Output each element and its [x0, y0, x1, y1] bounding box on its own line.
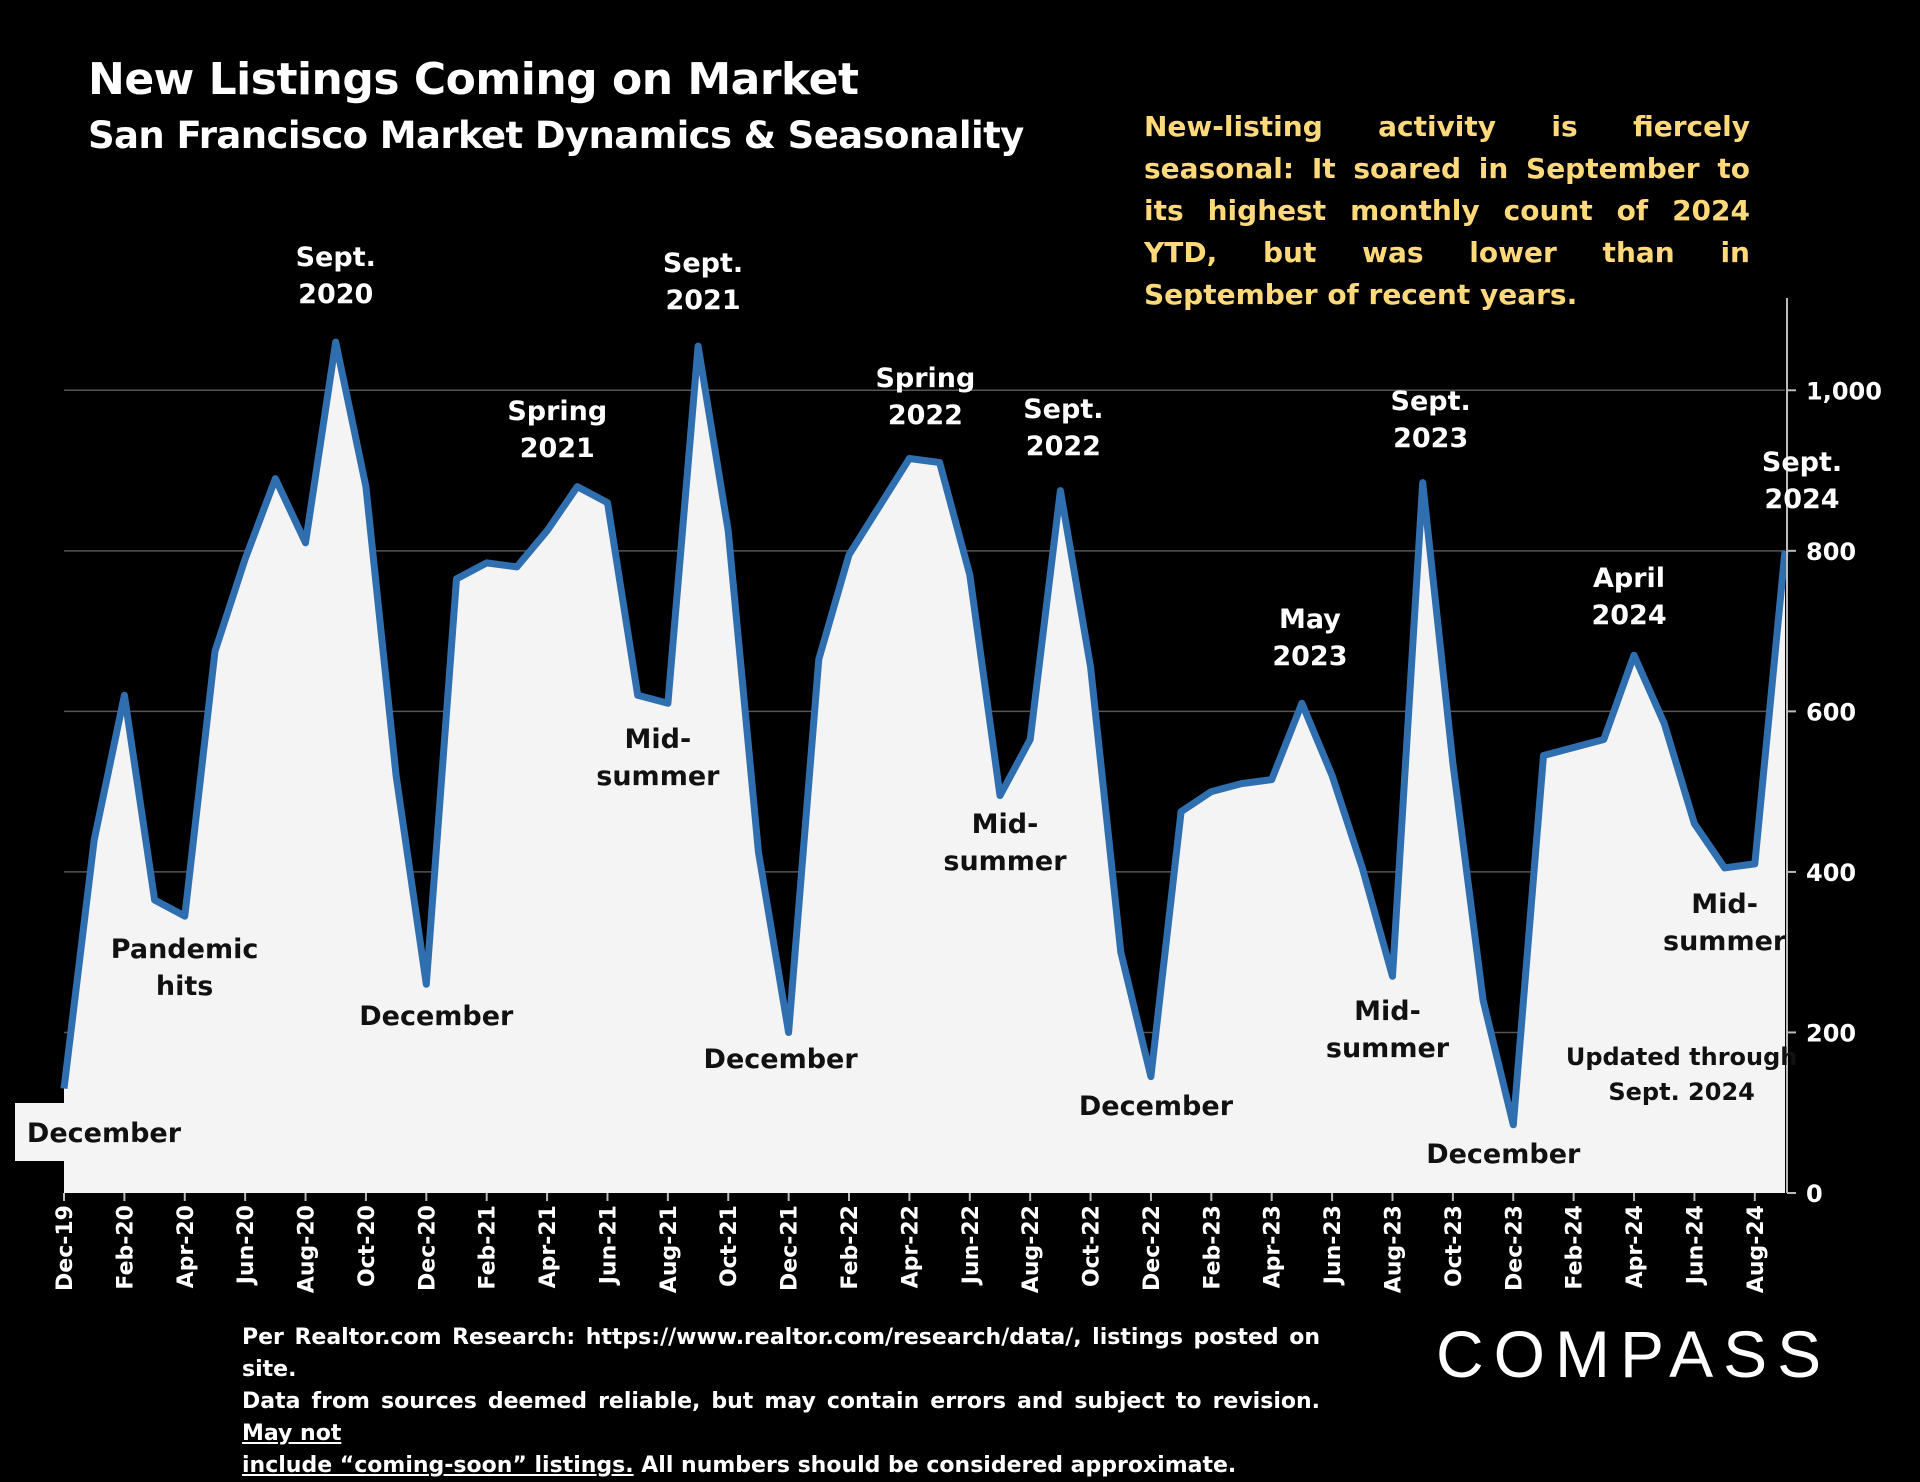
annotation-label: 2021	[520, 433, 595, 464]
x-tick-label: Aug-24	[1744, 1205, 1769, 1293]
x-tick-label: Jun-23	[1321, 1205, 1346, 1286]
x-tick-label: Dec-22	[1140, 1205, 1165, 1291]
annotation-label: December	[1079, 1091, 1234, 1122]
x-tick-label: Feb-22	[838, 1205, 863, 1290]
annotation-label: 2023	[1272, 641, 1347, 672]
annotation-label: 2021	[665, 285, 740, 316]
footnote-line-2-underlined: May not	[242, 1421, 342, 1446]
annotation-label: summer	[1663, 926, 1787, 957]
y-tick-label: 600	[1806, 698, 1856, 726]
x-tick-label: Feb-21	[476, 1205, 501, 1290]
footnote-line-2: Data from sources deemed reliable, but m…	[242, 1389, 1320, 1414]
annotation-label: 2020	[298, 279, 373, 310]
annotations: December Pandemic hits Sept. 2020 December Spr…	[15, 242, 1842, 1170]
x-tick-label: Aug-23	[1381, 1205, 1406, 1293]
annotation-label: 2024	[1591, 600, 1666, 631]
footnote-line-3: All numbers should be considered approxi…	[641, 1453, 1237, 1478]
annotation-label: Mid-	[1691, 889, 1758, 920]
area-chart: 0 200 400 600 800 1,000 Dec-19 Feb-20 Apr-20 Jun…	[15, 242, 1882, 1293]
x-tick-label: Apr-23	[1261, 1205, 1286, 1288]
annotation-label: Sept.	[1023, 394, 1103, 425]
annotation-label: 2024	[1764, 484, 1839, 515]
x-tick-label: Feb-23	[1200, 1205, 1225, 1290]
annotation-label: Sept.	[663, 248, 743, 279]
x-tick-label: Oct-22	[1080, 1205, 1105, 1287]
x-axis-ticks: Dec-19 Feb-20 Apr-20 Jun-20 Aug-20 Oct-20 Dec-…	[53, 1193, 1769, 1293]
x-tick-label: Jun-24	[1683, 1205, 1708, 1286]
annotation-label: 2023	[1393, 423, 1468, 454]
annotation-label: April	[1593, 563, 1665, 594]
x-tick-label: Jun-22	[959, 1205, 984, 1286]
x-tick-label: Apr-21	[536, 1205, 561, 1288]
x-tick-label: Aug-21	[657, 1205, 682, 1293]
y-tick-label: 1,000	[1806, 377, 1882, 405]
annotation-label: Sept. 2024	[1608, 1078, 1754, 1106]
annotation-label: Mid-	[972, 809, 1039, 840]
x-tick-label: Feb-24	[1563, 1205, 1588, 1290]
annotation-label: May	[1279, 604, 1341, 635]
x-tick-label: Aug-22	[1019, 1205, 1044, 1293]
footnote-line-1: Per Realtor.com Research: https://www.re…	[242, 1325, 1320, 1382]
annotation-label: 2022	[888, 400, 963, 431]
chart-subtitle: San Francisco Market Dynamics & Seasonal…	[88, 114, 1024, 157]
y-axis-ticks: 0 200 400 600 800 1,000	[1787, 377, 1882, 1208]
annotation-label: Mid-	[1354, 996, 1421, 1027]
x-tick-label: Dec-19	[53, 1205, 78, 1291]
annotation-label: Updated through	[1566, 1043, 1798, 1071]
annotation-label: Pandemic	[111, 934, 259, 965]
annotation-label: Sept.	[1391, 386, 1471, 417]
annotation-label: December	[359, 1001, 514, 1032]
x-tick-label: Oct-23	[1442, 1205, 1467, 1287]
annotation-label: December	[704, 1044, 859, 1075]
footnote-line-3-underlined: include “coming-soon” listings.	[242, 1453, 634, 1478]
y-tick-label: 800	[1806, 538, 1856, 566]
compass-logo: COMPASS	[1436, 1317, 1832, 1391]
annotation-label: December	[27, 1118, 182, 1149]
y-tick-label: 400	[1806, 859, 1856, 887]
annotation-label: Sept.	[296, 242, 376, 273]
annotation-label: December	[1426, 1139, 1581, 1170]
y-tick-label: 0	[1806, 1180, 1823, 1208]
x-tick-label: Apr-22	[898, 1205, 923, 1288]
x-tick-label: Jun-20	[234, 1205, 259, 1286]
chart-title: New Listings Coming on Market	[88, 54, 859, 105]
series-line	[60, 338, 1789, 1129]
annotation-label: Spring	[507, 396, 607, 427]
annotation-label: Spring	[875, 363, 975, 394]
x-tick-label: Feb-20	[113, 1205, 138, 1290]
annotation-label: summer	[1326, 1033, 1450, 1064]
annotation-label: Mid-	[625, 724, 692, 755]
annotation-label: summer	[943, 846, 1067, 877]
x-tick-label: Dec-20	[415, 1205, 440, 1291]
x-tick-label: Apr-24	[1623, 1205, 1648, 1288]
annotation-label: Sept.	[1762, 447, 1842, 478]
commentary-note: New-listing activity is fiercely seasona…	[1144, 110, 1750, 311]
source-footnote: Per Realtor.com Research: https://www.re…	[242, 1322, 1320, 1482]
x-tick-label: Dec-23	[1502, 1205, 1527, 1291]
series-area-fill	[64, 342, 1785, 1194]
y-tick-label: 200	[1806, 1019, 1856, 1047]
x-tick-label: Oct-21	[717, 1205, 742, 1287]
annotation-label: hits	[156, 971, 213, 1002]
x-tick-label: Oct-20	[355, 1205, 380, 1287]
x-tick-label: Aug-20	[295, 1205, 320, 1293]
annotation-bg	[15, 1103, 171, 1161]
annotation-label: summer	[596, 761, 720, 792]
x-tick-label: Dec-21	[778, 1205, 803, 1291]
x-tick-label: Jun-21	[596, 1205, 621, 1286]
x-tick-label: Apr-20	[174, 1205, 199, 1288]
annotation-label: 2022	[1026, 431, 1101, 462]
